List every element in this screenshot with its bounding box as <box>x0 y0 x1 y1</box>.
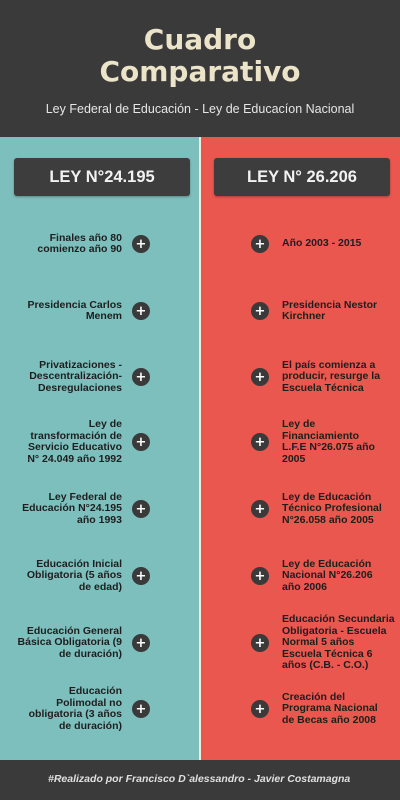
left-plus-icon[interactable]: + <box>132 235 150 253</box>
right-plus-icon[interactable]: + <box>251 634 269 652</box>
right-item-text: El país comienza a producir, resurge la Es… <box>282 358 381 394</box>
right-item-text: Ley de Educación Nacional N°26.206 año 200… <box>282 557 373 593</box>
column-divider <box>199 137 201 760</box>
left-item-text: Presidencia Carlos Menem <box>27 298 122 322</box>
right-item-text: Año 2003 - 2015 <box>282 237 362 250</box>
right-item-text: Presidencia Nestor Kirchner <box>282 298 378 322</box>
left-plus-icon[interactable]: + <box>132 700 150 718</box>
left-item-text: Educación Polimodal no obligatoria (3 años… <box>28 685 122 732</box>
left-plus-icon[interactable]: + <box>132 368 150 386</box>
footer-credit: #Realizado por Francisco D`alessandro - … <box>48 773 351 785</box>
subtitle: Ley Federal de Educación - Ley de Educac… <box>45 102 355 116</box>
right-plus-icon[interactable]: + <box>251 433 269 451</box>
right-item-text: Educación Secundaria Obligatoria - Escuel… <box>282 613 395 672</box>
left-item-text: Educación General Básica Obligatoria (9 de… <box>17 624 122 660</box>
left-item-text: Ley de transformación de Servicio Educativ… <box>27 418 122 465</box>
right-item-text: Creación del Programa Nacional de Becas añ… <box>282 690 378 726</box>
right-item-text: Ley de Educación Técnico Profesional N°26.… <box>282 490 382 526</box>
page-title: Cuadro Comparativo <box>0 24 400 88</box>
left-plus-icon[interactable]: + <box>132 500 150 518</box>
title-line-2: Comparativo <box>99 55 301 88</box>
right-plus-icon[interactable]: + <box>251 368 269 386</box>
right-column <box>200 137 400 760</box>
right-plus-icon[interactable]: + <box>251 700 269 718</box>
left-column <box>0 137 200 760</box>
left-plus-icon[interactable]: + <box>132 567 150 585</box>
law-24195-button[interactable]: LEY N°24.195 <box>14 158 190 196</box>
right-plus-icon[interactable]: + <box>251 235 269 253</box>
right-plus-icon[interactable]: + <box>251 500 269 518</box>
law-26206-button[interactable]: LEY N° 26.206 <box>214 158 390 196</box>
left-plus-icon[interactable]: + <box>132 302 150 320</box>
right-plus-icon[interactable]: + <box>251 567 269 585</box>
left-plus-icon[interactable]: + <box>132 634 150 652</box>
footer: #Realizado por Francisco D`alessandro - … <box>0 760 400 800</box>
right-item-text: Ley de Financiamiento L.F.E N°26.075 año 20… <box>282 418 375 465</box>
left-item-text: Ley Federal de Educación N°24.195 año 1993 <box>22 490 122 526</box>
left-item-text: Educación Inicial Obligatoria (5 años de e… <box>26 557 122 593</box>
title-line-1: Cuadro <box>143 23 257 56</box>
header: Cuadro Comparativo Ley Federal de Educac… <box>0 0 400 137</box>
left-plus-icon[interactable]: + <box>132 433 150 451</box>
left-item-text: Privatizaciones - Descentralización- Desre… <box>29 358 122 394</box>
left-item-text: Finales año 80 comienzo año 90 <box>37 231 122 255</box>
right-plus-icon[interactable]: + <box>251 302 269 320</box>
